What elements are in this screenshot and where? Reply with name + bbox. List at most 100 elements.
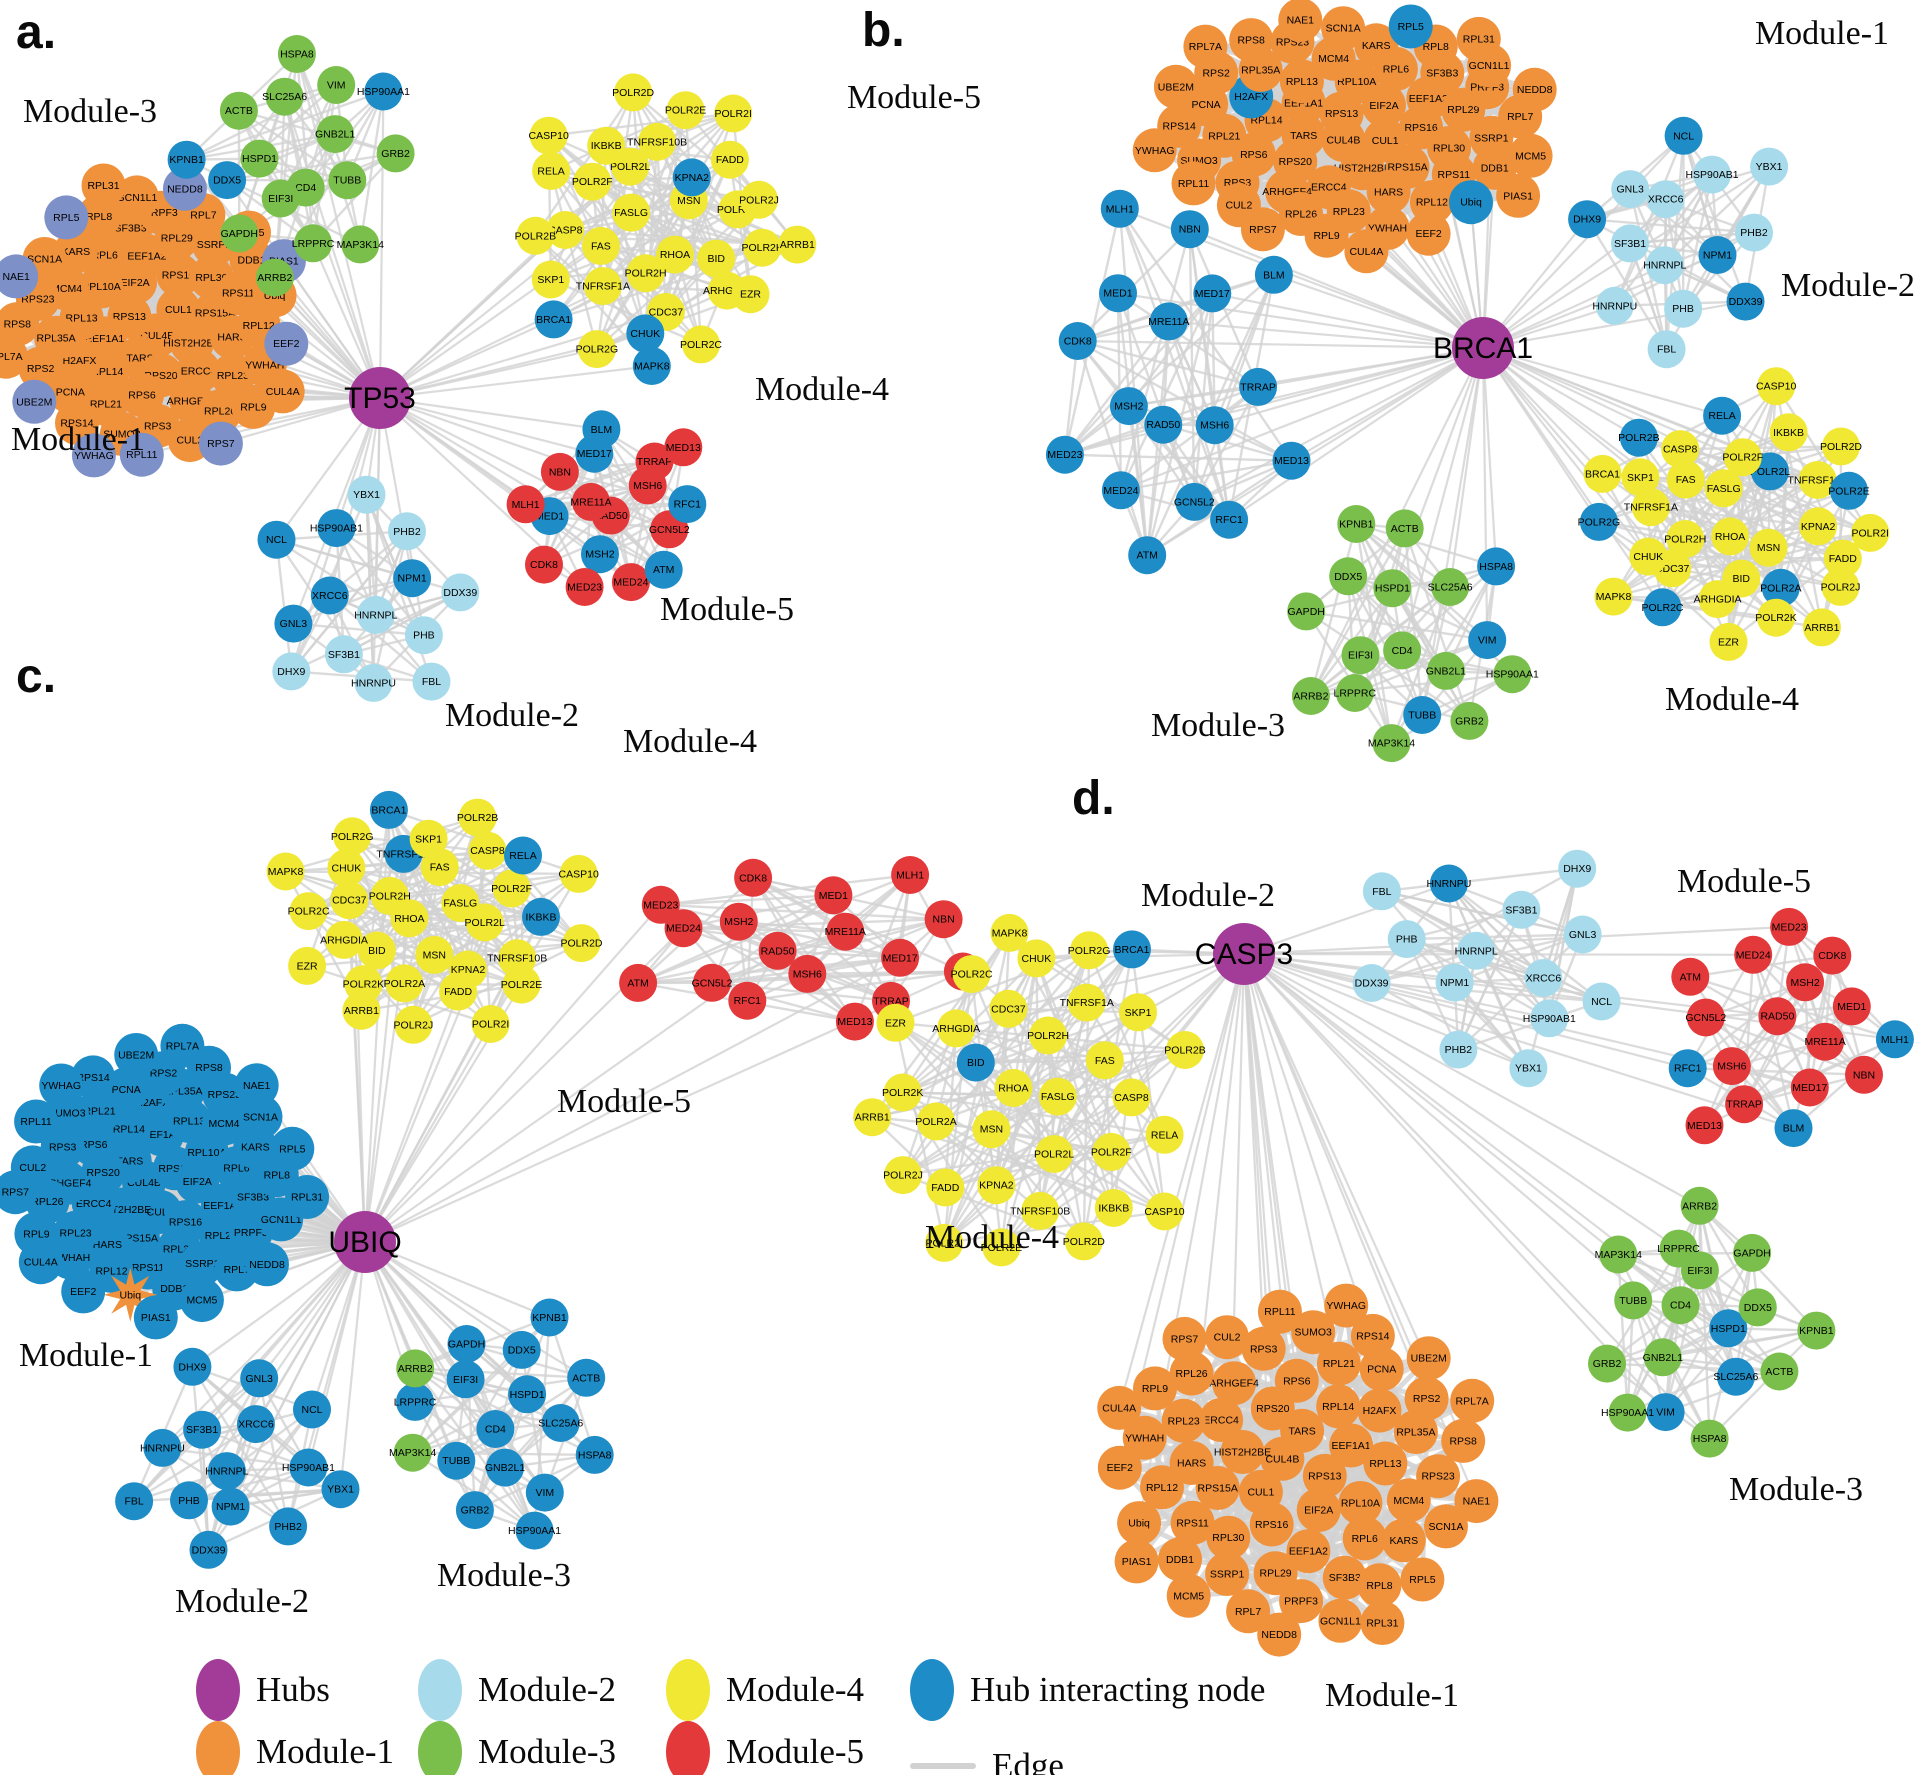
node-RPL9[interactable]: RPL9	[1304, 213, 1349, 258]
node-TUBB[interactable]: TUBB	[437, 1441, 476, 1480]
node-circle[interactable]	[1406, 1336, 1451, 1381]
node-circle[interactable]	[925, 1223, 964, 1262]
node-circle[interactable]	[1774, 1109, 1813, 1148]
node-circle[interactable]	[1723, 438, 1762, 477]
node-circle[interactable]	[396, 1382, 434, 1421]
node-MED23[interactable]: MED23	[1770, 907, 1809, 946]
node-circle[interactable]	[1278, 0, 1323, 42]
node-circle[interactable]	[1709, 1309, 1748, 1348]
node-NAE1[interactable]: NAE1	[234, 1063, 279, 1108]
node-circle[interactable]	[1357, 1388, 1402, 1433]
node-GAPDH[interactable]: GAPDH	[220, 214, 259, 253]
node-circle[interactable]	[635, 442, 674, 481]
node-circle[interactable]	[183, 1410, 222, 1449]
node-circle[interactable]	[1171, 161, 1216, 206]
node-circle[interactable]	[1806, 1022, 1845, 1061]
node-NEDD8[interactable]: NEDD8	[1512, 67, 1557, 112]
node-circle[interactable]	[1169, 1441, 1214, 1485]
node-circle[interactable]	[1594, 577, 1633, 616]
node-circle[interactable]	[356, 595, 395, 634]
node-circle[interactable]	[1726, 282, 1765, 321]
node-EIF3I[interactable]: EIF3I	[261, 179, 300, 218]
node-ATM[interactable]: ATM	[1128, 536, 1167, 575]
node-circle[interactable]	[1352, 964, 1391, 1002]
node-circle[interactable]	[1161, 1398, 1206, 1443]
node-circle[interactable]	[1169, 1351, 1214, 1396]
node-circle[interactable]	[439, 972, 478, 1011]
node-MED24[interactable]: MED24	[611, 563, 650, 602]
node-FBL[interactable]: FBL	[1647, 330, 1686, 369]
node-circle[interactable]	[1362, 872, 1401, 911]
node-circle[interactable]	[1145, 1192, 1184, 1231]
node-circle[interactable]	[1045, 435, 1084, 474]
node-TUBB[interactable]: TUBB	[328, 161, 367, 200]
node-circle[interactable]	[364, 72, 403, 111]
node-circle[interactable]	[458, 798, 497, 837]
node-POLR2C[interactable]: POLR2C	[288, 892, 330, 931]
node-PIAS1[interactable]: PIAS1	[1114, 1539, 1159, 1584]
node-circle[interactable]	[758, 931, 797, 970]
node-circle[interactable]	[1666, 460, 1705, 499]
node-circle[interactable]	[1101, 471, 1140, 510]
node-circle[interactable]	[1206, 1515, 1251, 1560]
node-RPL7A[interactable]: RPL7A	[1183, 24, 1228, 69]
node-circle[interactable]	[1350, 1313, 1395, 1358]
node-NCL[interactable]: NCL	[293, 1390, 331, 1429]
node-GRB2[interactable]: GRB2	[1588, 1344, 1626, 1383]
node-EEF2[interactable]: EEF2	[1406, 211, 1451, 256]
node-EEF2[interactable]: EEF2	[61, 1269, 106, 1314]
node-circle[interactable]	[926, 1168, 965, 1207]
node-circle[interactable]	[156, 287, 201, 332]
node-RAD50[interactable]: RAD50	[758, 931, 797, 970]
node-circle[interactable]	[672, 158, 711, 197]
node-circle[interactable]	[977, 1166, 1016, 1205]
node-circle[interactable]	[167, 140, 206, 179]
node-FADD[interactable]: FADD	[439, 972, 478, 1011]
node-circle[interactable]	[1337, 505, 1376, 543]
node-circle[interactable]	[1344, 229, 1389, 274]
node-circle[interactable]	[1703, 396, 1742, 435]
node-circle[interactable]	[133, 1295, 178, 1340]
node-circle[interactable]	[1496, 173, 1541, 218]
node-circle[interactable]	[881, 938, 920, 977]
node-FAS[interactable]: FAS	[1085, 1041, 1124, 1080]
node-MAPK8[interactable]: MAPK8	[990, 913, 1029, 952]
node-MAPK8[interactable]: MAPK8	[632, 347, 671, 385]
node-circle[interactable]	[1279, 59, 1324, 104]
node-circle[interactable]	[1229, 18, 1274, 63]
node-circle[interactable]	[1388, 4, 1433, 49]
node-circle[interactable]	[1359, 1347, 1404, 1392]
node-circle[interactable]	[492, 869, 531, 908]
node-circle[interactable]	[317, 509, 356, 548]
node-circle[interactable]	[328, 161, 367, 200]
node-PHB2[interactable]: PHB2	[1439, 1030, 1478, 1069]
node-MSH6[interactable]: MSH6	[788, 954, 827, 993]
node-Ubiq[interactable]: Ubiq	[1117, 1501, 1162, 1546]
node-circle[interactable]	[1324, 1283, 1369, 1328]
node-NCL[interactable]: NCL	[1664, 116, 1703, 155]
node-circle[interactable]	[719, 902, 758, 941]
node-RPL31[interactable]: RPL31	[1456, 16, 1501, 61]
node-circle[interactable]	[541, 1404, 580, 1442]
node-GAPDH[interactable]: GAPDH	[1287, 592, 1326, 631]
node-EZR[interactable]: EZR	[731, 275, 770, 314]
node-circle[interactable]	[710, 140, 749, 179]
node-KARS[interactable]: KARS	[1381, 1518, 1426, 1563]
node-GCN5L2[interactable]: GCN5L2	[1685, 998, 1726, 1037]
node-CDK8[interactable]: CDK8	[1813, 936, 1852, 975]
node-circle[interactable]	[240, 139, 279, 178]
node-circle[interactable]	[1595, 286, 1634, 325]
node-circle[interactable]	[529, 116, 568, 155]
node-circle[interactable]	[288, 946, 327, 985]
node-CHUK[interactable]: CHUK	[626, 314, 665, 353]
node-circle[interactable]	[1112, 1078, 1151, 1117]
node-circle[interactable]	[1210, 500, 1249, 539]
node-ACTB[interactable]: ACTB	[567, 1358, 606, 1397]
node-HSPA8[interactable]: HSPA8	[575, 1435, 614, 1474]
node-circle[interactable]	[342, 991, 381, 1030]
node-MAP3K14[interactable]: MAP3K14	[1368, 724, 1415, 763]
node-circle[interactable]	[1493, 655, 1532, 694]
node-circle[interactable]	[668, 485, 707, 524]
node-BID[interactable]: BID	[357, 931, 396, 970]
node-circle[interactable]	[1799, 507, 1838, 546]
